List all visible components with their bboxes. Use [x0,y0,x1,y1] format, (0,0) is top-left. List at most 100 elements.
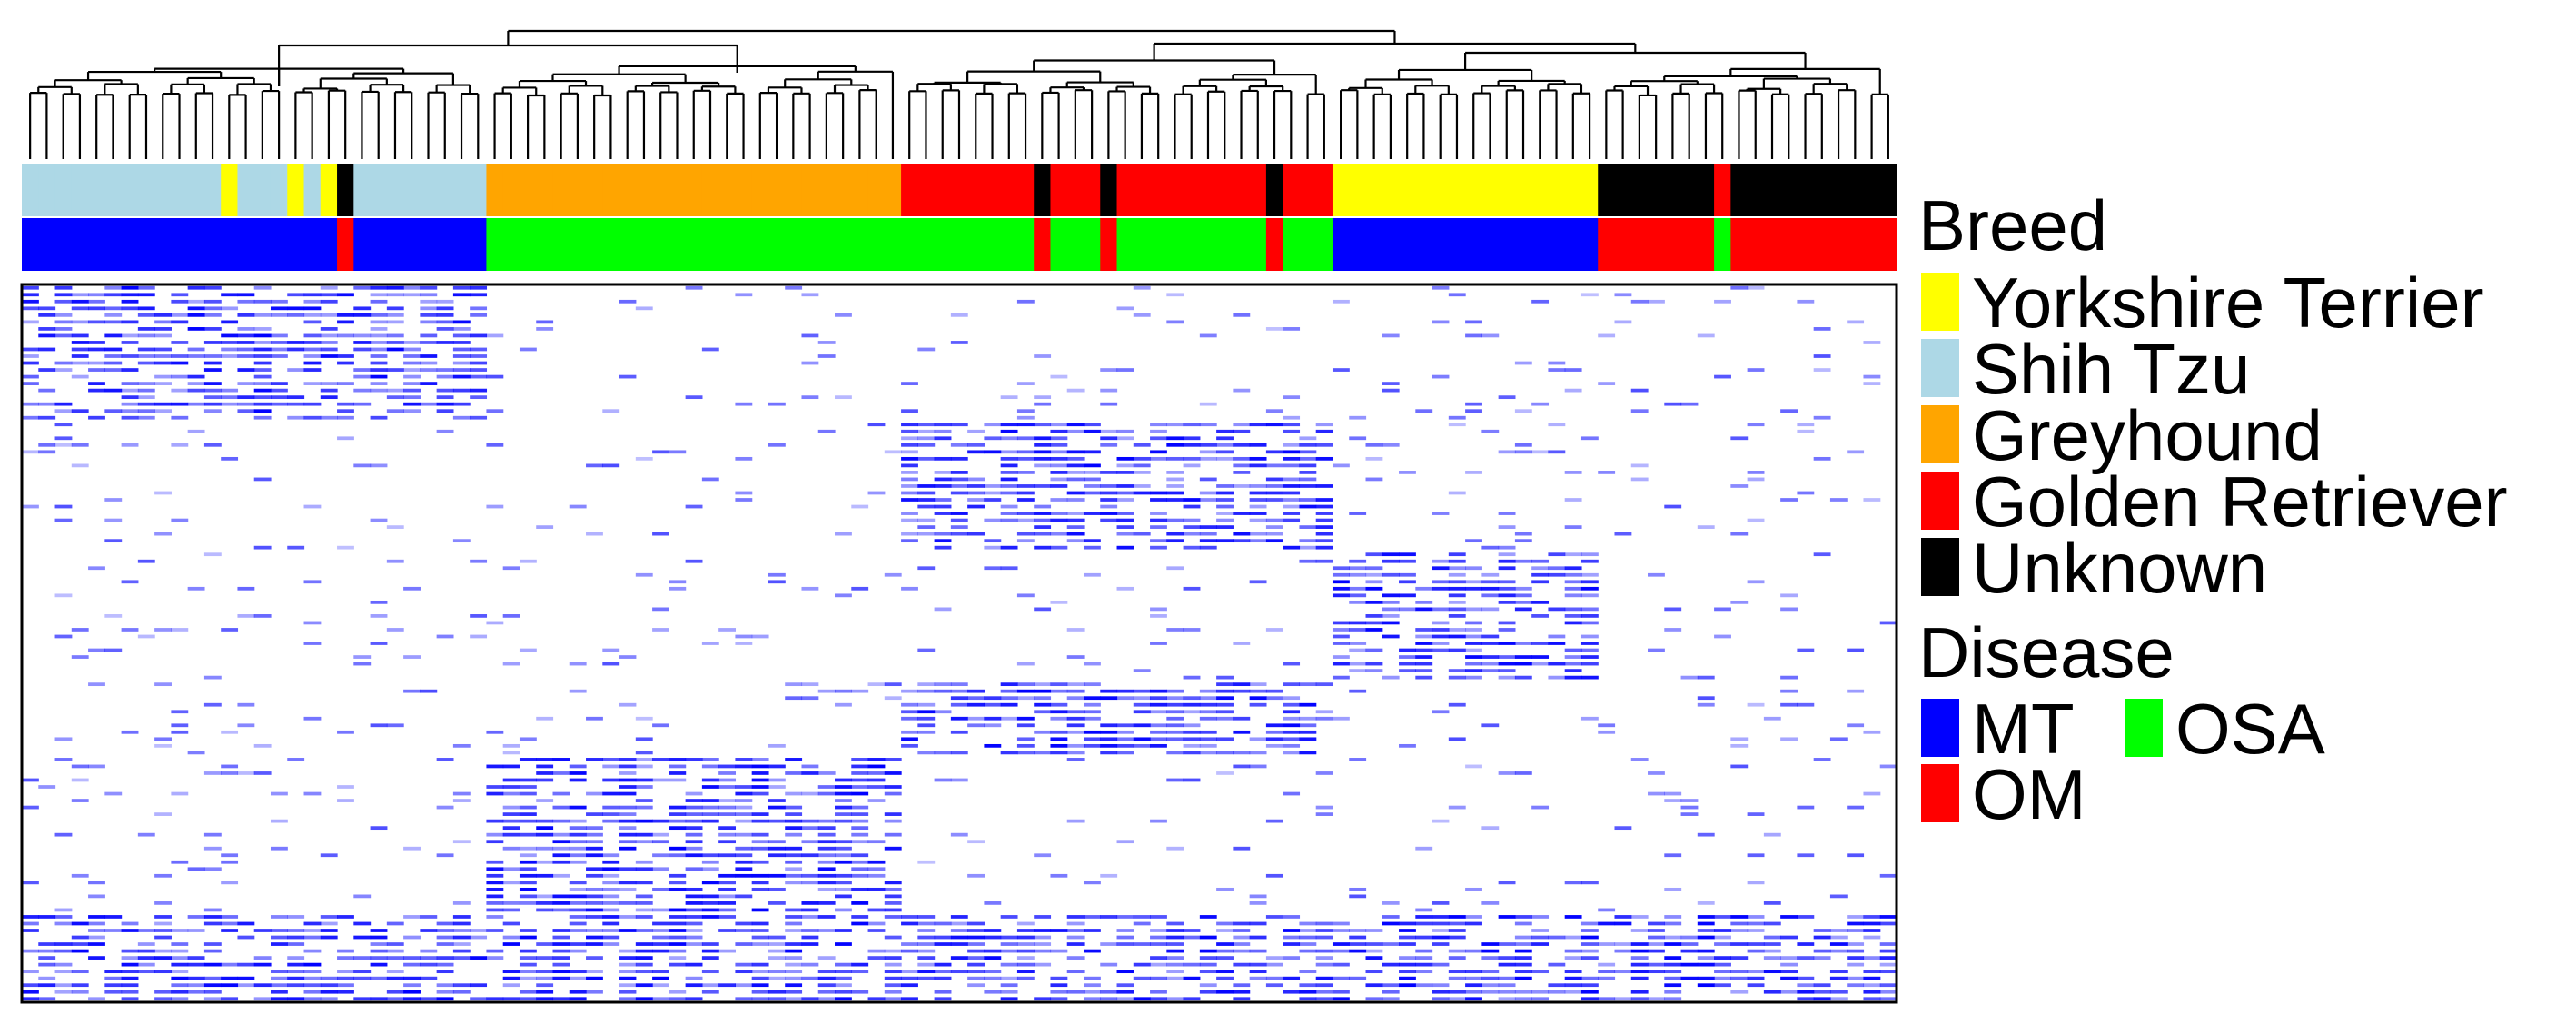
heatmap-cell [1580,642,1599,645]
heatmap-cell [1283,443,1301,447]
heatmap-cell [1116,429,1134,433]
heatmap-cell [984,935,1002,940]
heatmap-cell [1564,580,1582,584]
heatmap-cell [967,949,985,953]
heatmap-cell [154,873,172,878]
heatmap-cell [171,518,189,522]
heatmap-cell [1066,491,1085,495]
heatmap-cell [835,908,852,912]
heatmap-cell [934,682,952,687]
heatmap-cell [1863,341,1881,344]
heatmap-cell [171,313,189,317]
heatmap-cell [104,539,123,543]
heatmap-cell [486,621,504,625]
heatmap-cell [337,949,354,953]
heatmap-cell [270,929,288,932]
heatmap-cell [652,723,669,728]
heatmap-cell [303,642,322,645]
legend-swatch [1921,699,1959,757]
heatmap-cell [801,997,819,1001]
disease-cell [817,218,836,271]
heatmap-cell [1199,456,1217,461]
heatmap-cell [370,320,388,324]
heatmap-cell [586,956,603,960]
heatmap-cell [270,388,288,393]
heatmap-cell [1448,805,1466,810]
heatmap-cell [1448,293,1466,297]
heatmap-cell [1382,600,1400,604]
heatmap-cell [1249,539,1267,543]
breed-cell [1780,164,1798,216]
heatmap-cell [701,949,719,953]
heatmap-cell [386,333,404,338]
heatmap-cell [984,566,1002,571]
heatmap-cell [1166,723,1184,728]
heatmap-cell [486,730,504,734]
heatmap-cell [137,962,155,967]
heatmap-cell [171,956,189,960]
heatmap-cell [785,791,803,796]
heatmap-cell [851,860,869,864]
heatmap-cell [1514,976,1532,980]
heatmap-cell [884,949,902,953]
heatmap-cell [203,962,222,967]
heatmap-cell [1614,970,1632,974]
heatmap-cell [1116,751,1134,755]
heatmap-cell [1299,682,1317,687]
heatmap-cell [901,382,918,385]
heatmap-cell [1382,915,1400,919]
disease-cell [884,218,902,271]
heatmap-cell [1630,956,1649,960]
heatmap-cell [1100,484,1118,488]
heatmap-cell [1349,669,1367,672]
heatmap-cell [1265,518,1283,522]
disease-cell [370,218,388,271]
heatmap-cell [669,826,687,831]
heatmap-cell [1448,600,1466,604]
heatmap-cell [337,313,354,317]
heatmap-cell [1747,915,1765,919]
heatmap-cell [1265,737,1283,741]
heatmap-cell [154,320,172,324]
heatmap-cell [1730,764,1749,769]
disease-cell [1332,218,1350,271]
heatmap-cell [452,942,471,946]
heatmap-cell [1016,682,1035,687]
heatmap-cell [1265,915,1283,919]
heatmap-cell [171,299,189,304]
heatmap-cell [1382,921,1400,926]
heatmap-cell [38,368,56,372]
heatmap-cell [519,758,537,761]
disease-cell [1829,218,1848,271]
disease-cell [801,218,819,271]
heatmap-cell [320,293,338,297]
heatmap-cell [1863,976,1881,980]
heatmap-cell [1150,915,1167,919]
heatmap-cell [1083,696,1101,701]
heatmap-cell [1249,491,1267,495]
disease-cell [751,218,769,271]
heatmap-cell [917,484,936,488]
heatmap-cell [1448,997,1466,1001]
heatmap-cell [1000,997,1018,1001]
heatmap-cell [1415,983,1433,988]
heatmap-cell [1199,990,1217,994]
heatmap-cell [337,956,354,960]
heatmap-cell [1448,956,1466,960]
heatmap-cell [984,491,1002,495]
heatmap-cell [1199,737,1217,741]
heatmap-cell [1415,628,1433,632]
heatmap-cell [187,327,205,331]
heatmap-cell [701,983,719,988]
heatmap-cell [917,648,936,652]
heatmap-cell [1847,320,1865,324]
heatmap-cell [1813,354,1831,358]
heatmap-cell [1299,436,1317,441]
heatmap-cell [1465,983,1482,988]
heatmap-cell [917,716,936,721]
heatmap-cell [685,819,703,823]
heatmap-cell [669,450,687,454]
heatmap-cell [851,915,869,919]
heatmap-cell [569,881,587,885]
heatmap-cell [88,382,105,385]
